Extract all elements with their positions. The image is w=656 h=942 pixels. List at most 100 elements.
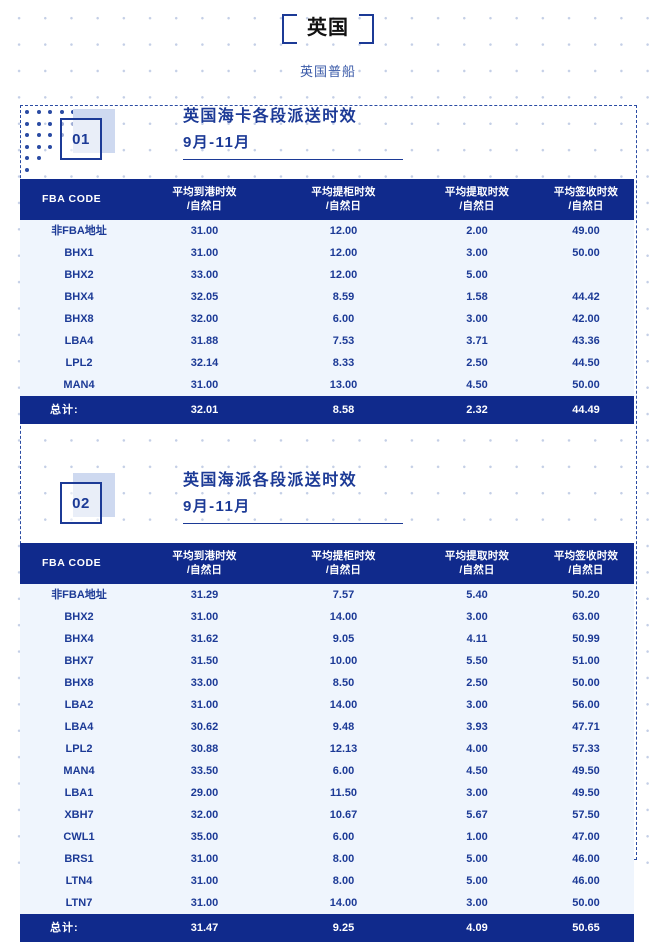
table-cell: 57.50	[538, 804, 634, 826]
table-cell: MAN4	[20, 374, 138, 396]
decorative-dot	[36, 144, 41, 149]
total-cell: 32.01	[138, 396, 271, 424]
column-header-line1: FBA CODE	[42, 193, 102, 205]
decorative-dot	[48, 121, 52, 126]
total-cell: 31.47	[138, 914, 271, 942]
performance-table: FBA CODE 平均到港时效/自然日 平均提柜时效/自然日 平均提取时效/自然日 平均…	[20, 543, 634, 942]
table-cell: 51.00	[538, 650, 634, 672]
total-cell: 44.49	[538, 396, 634, 424]
table-cell: BHX2	[20, 606, 138, 628]
table-cell: BHX4	[20, 628, 138, 650]
table-cell: LBA2	[20, 694, 138, 716]
column-header: 平均提取时效/自然日	[416, 543, 538, 584]
column-header-line1: 平均到港时效	[172, 186, 237, 198]
table-cell: BHX4	[20, 286, 138, 308]
decorative-dot	[36, 110, 41, 114]
table-cell: XBH7	[20, 804, 138, 826]
table-row: LBA4 31.88 7.53 3.71 43.36	[20, 330, 634, 352]
table-cell: 8.33	[271, 352, 416, 374]
table-cell: 4.11	[416, 628, 538, 650]
table-cell: BHX8	[20, 308, 138, 330]
column-header-line2: /自然日	[325, 200, 362, 212]
table-cell: 46.00	[538, 870, 634, 892]
section-titles: 英国海卡各段派送时效 9月-11月	[183, 105, 403, 160]
table-row: CWL1 35.00 6.00 1.00 47.00	[20, 826, 634, 848]
table-cell: 32.14	[138, 352, 271, 374]
table-cell: 31.00	[138, 606, 271, 628]
table-cell: 35.00	[138, 826, 271, 848]
table-cell: 33.00	[138, 672, 271, 694]
decorative-dot	[25, 133, 29, 137]
column-header-line1: 平均到港时效	[172, 550, 237, 562]
table-cell: 非FBA地址	[20, 220, 138, 242]
table-cell: 50.00	[538, 892, 634, 914]
table-cell: 8.59	[271, 286, 416, 308]
column-header-line1: 平均提取时效	[444, 550, 510, 562]
table-cell: 50.00	[538, 672, 634, 694]
table-cell: 49.50	[538, 782, 634, 804]
section-header: 02 英国海派各段派送时效 9月-11月	[60, 469, 637, 537]
total-cell: 总计:	[20, 396, 138, 424]
table-cell: 3.00	[416, 782, 538, 804]
section-period: 9月-11月	[183, 132, 403, 160]
table-cell: 31.00	[138, 848, 271, 870]
table-cell: 5.00	[416, 870, 538, 892]
table-cell: 12.13	[271, 738, 416, 760]
decorative-dot	[25, 144, 29, 149]
table-cell: 29.00	[138, 782, 271, 804]
total-cell: 总计:	[20, 914, 138, 942]
table-cell: 10.00	[271, 650, 416, 672]
table-header-row: FBA CODE 平均到港时效/自然日 平均提柜时效/自然日 平均提取时效/自然日 平均…	[20, 543, 634, 584]
section-titles: 英国海派各段派送时效 9月-11月	[183, 469, 403, 524]
performance-table: FBA CODE 平均到港时效/自然日 平均提柜时效/自然日 平均提取时效/自然日 平均…	[20, 179, 634, 424]
table-cell: 44.42	[538, 286, 634, 308]
column-header-line1: 平均提柜时效	[311, 186, 376, 198]
sections-container: 01 英国海卡各段派送时效 9月-11月 FBA CODE 平均到港时效/自然日 平均提柜…	[20, 105, 637, 942]
table-cell: 3.00	[416, 694, 538, 716]
table-row: BRS1 31.00 8.00 5.00 46.00	[20, 848, 634, 870]
table-cell: 57.33	[538, 738, 634, 760]
table-cell: 63.00	[538, 606, 634, 628]
table-cell: 31.29	[138, 584, 271, 606]
decorative-dot	[36, 156, 41, 160]
table-cell: 47.00	[538, 826, 634, 848]
table-cell: LTN4	[20, 870, 138, 892]
table-cell: 32.00	[138, 804, 271, 826]
column-header-line1: FBA CODE	[42, 557, 102, 569]
table-cell: 12.00	[271, 264, 416, 286]
table-row: LTN7 31.00 14.00 3.00 50.00	[20, 892, 634, 914]
table-row: BHX2 31.00 14.00 3.00 63.00	[20, 606, 634, 628]
table-row: LBA1 29.00 11.50 3.00 49.50	[20, 782, 634, 804]
total-cell: 50.65	[538, 914, 634, 942]
table-cell: 4.50	[416, 760, 538, 782]
bracket-left-icon	[282, 14, 297, 44]
table-cell: 6.00	[271, 826, 416, 848]
table-cell: 4.00	[416, 738, 538, 760]
table-row: BHX4 32.05 8.59 1.58 44.42	[20, 286, 634, 308]
column-header-line1: 平均提取时效	[444, 186, 510, 198]
table-cell: 14.00	[271, 606, 416, 628]
column-header: 平均提柜时效/自然日	[271, 543, 416, 584]
table-cell: 7.57	[271, 584, 416, 606]
table-total-row: 总计: 32.01 8.58 2.32 44.49	[20, 396, 634, 424]
column-header-line2: /自然日	[568, 564, 604, 576]
table-row: BHX8 33.00 8.50 2.50 50.00	[20, 672, 634, 694]
column-header: 平均签收时效/自然日	[538, 179, 634, 220]
column-header-line1: 平均签收时效	[553, 550, 619, 562]
table-row: LBA4 30.62 9.48 3.93 47.71	[20, 716, 634, 738]
table-cell: 31.62	[138, 628, 271, 650]
table-row: 非FBA地址 31.00 12.00 2.00 49.00	[20, 220, 634, 242]
section-02: 02 英国海派各段派送时效 9月-11月 FBA CODE 平均到港时效/自然日 平均提柜…	[20, 469, 637, 942]
table-cell: 3.00	[416, 242, 538, 264]
table-cell: BHX8	[20, 672, 138, 694]
total-cell: 9.25	[271, 914, 416, 942]
decorative-dot	[36, 121, 41, 126]
table-cell: 3.00	[416, 892, 538, 914]
table-cell: 50.00	[538, 242, 634, 264]
table-cell: 3.00	[416, 606, 538, 628]
decorative-dot	[59, 110, 64, 114]
column-header-line2: /自然日	[459, 564, 495, 576]
table-cell: 12.00	[271, 242, 416, 264]
table-cell	[538, 264, 634, 286]
table-cell: BHX1	[20, 242, 138, 264]
